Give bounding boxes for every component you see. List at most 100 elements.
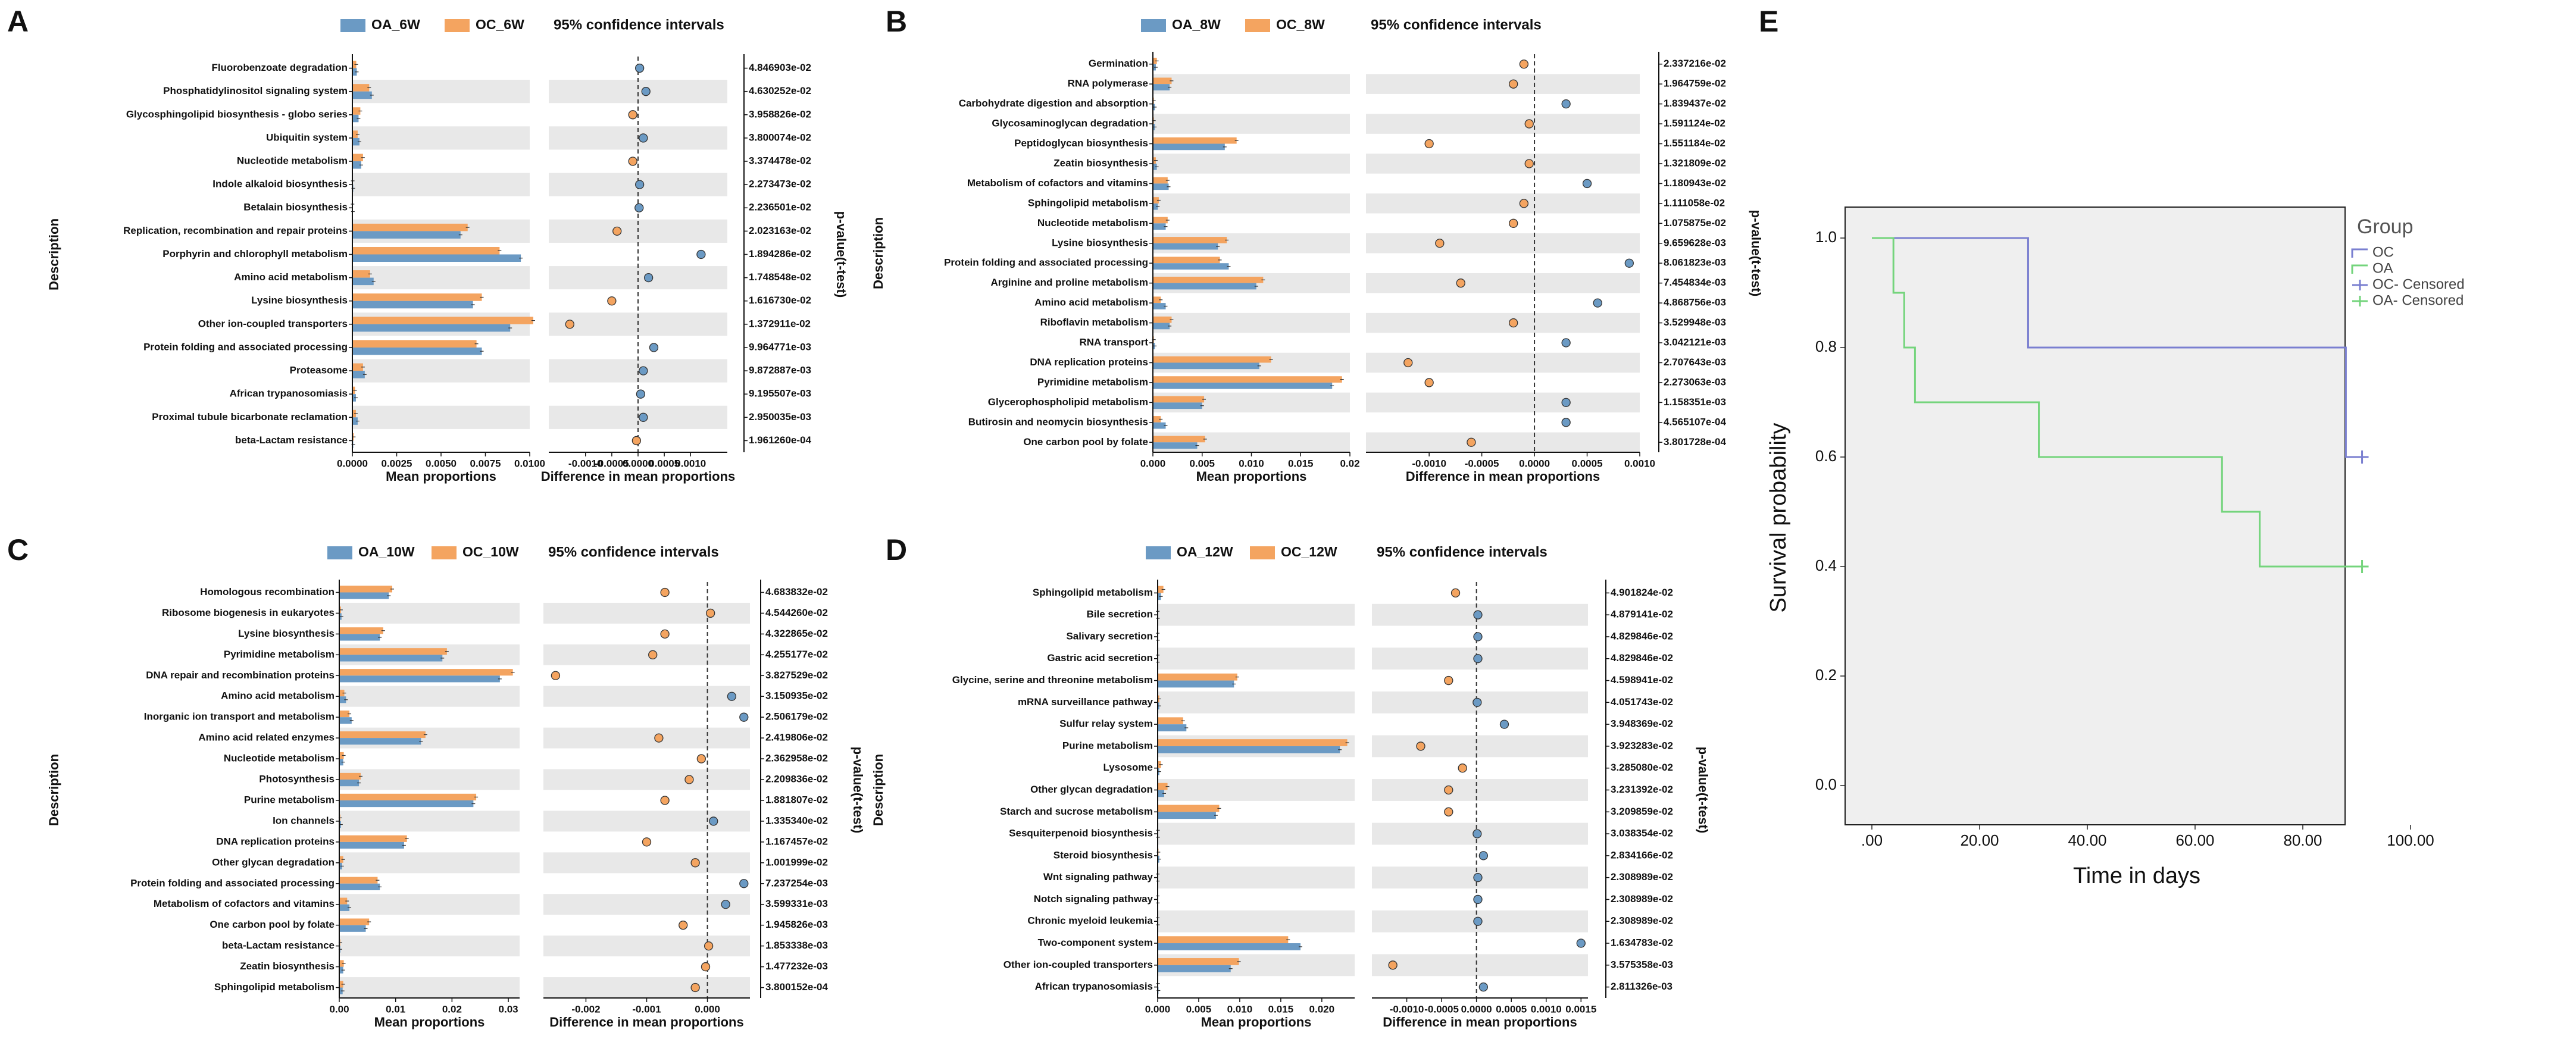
- bar-oc: [339, 856, 343, 863]
- p-value: 3.231392e-02: [1611, 784, 1673, 795]
- category-label: Pyrimidine metabolism: [224, 649, 334, 660]
- bar-oa: [339, 800, 474, 808]
- category-label: Metabolism of cofactors and vitamins: [967, 177, 1148, 189]
- diff-x-label: Difference in mean proportions: [549, 1015, 743, 1030]
- diff-point: [1444, 675, 1453, 686]
- p-value: 2.273473e-02: [749, 179, 811, 190]
- km-x-tick-label: 100.00: [2387, 831, 2434, 849]
- p-value: 4.829846e-02: [1611, 652, 1673, 664]
- p-value: 1.591124e-02: [1664, 118, 1725, 129]
- bar-oa: [1153, 243, 1218, 250]
- diff-point: [1576, 938, 1586, 948]
- bar-oa: [339, 841, 404, 849]
- bar-oc: [352, 84, 370, 92]
- category-label: Two-component system: [1038, 937, 1153, 949]
- p-value: 2.308989e-02: [1611, 871, 1673, 883]
- category-label: Protein folding and associated processin…: [143, 341, 348, 352]
- bar-oa: [1153, 402, 1202, 409]
- row-band-bar: [352, 405, 530, 429]
- bar-oc: [1153, 376, 1342, 383]
- bar-oa: [1158, 746, 1340, 753]
- bar-oa: [339, 738, 421, 745]
- category-label: Starch and sucrose metabolism: [1000, 806, 1153, 817]
- p-value: 2.707643e-03: [1664, 356, 1726, 368]
- p-value: 3.948369e-02: [1611, 718, 1673, 730]
- category-label: Glycosphingolipid biosynthesis - globo s…: [126, 108, 348, 120]
- row-band-bar: [1158, 779, 1355, 801]
- bar-oa: [1158, 965, 1231, 972]
- diff-point: [1561, 99, 1571, 109]
- km-x-tick-label: .00: [1861, 831, 1883, 849]
- diff-point: [727, 691, 737, 701]
- category-label: Ribosome biogenesis in eukaryotes: [162, 607, 334, 618]
- km-y-label: Survival probability: [1766, 423, 1791, 613]
- row-band-diff: [543, 977, 750, 998]
- category-label: beta-Lactam resistance: [222, 940, 334, 951]
- bar-x-tick-label: 0.020: [1309, 1003, 1335, 1015]
- panel-letter: C: [7, 533, 29, 567]
- diff-point: [1450, 588, 1461, 598]
- km-legend-label: OA: [2372, 260, 2393, 276]
- diff-point: [1403, 358, 1413, 368]
- km-y-tick-label: 1.0: [1815, 228, 1837, 246]
- p-value: 4.868756e-03: [1664, 297, 1726, 308]
- bar-oc: [352, 340, 477, 348]
- bar-oc: [1158, 805, 1220, 812]
- bar-oc: [339, 586, 393, 593]
- diff-point: [1473, 697, 1482, 707]
- diff-point: [643, 273, 654, 283]
- category-label: Indole alkaloid biosynthesis: [212, 179, 348, 190]
- row-band-bar: [339, 935, 520, 957]
- panel-b: B OA_8W OC_8W 95% confidence intervals Germi…: [871, 5, 1764, 484]
- category-label: DNA replication proteins: [1030, 356, 1148, 368]
- category-label: Other ion-coupled transporters: [1003, 959, 1153, 970]
- bar-oa: [1158, 724, 1187, 731]
- bar-x-tick-label: 0.0050: [426, 458, 457, 469]
- diff-point: [660, 629, 670, 639]
- diff-point: [634, 203, 644, 212]
- ci-title: 95% confidence intervals: [554, 17, 724, 33]
- diff-point: [704, 941, 714, 951]
- bar-oc: [352, 61, 357, 68]
- bar-oa: [339, 634, 380, 641]
- p-value: 1.477232e-03: [765, 960, 828, 972]
- legend-label-oa: OA_6W: [371, 17, 420, 32]
- p-value: 4.565107e-04: [1664, 416, 1726, 427]
- bar-oa: [1153, 422, 1166, 429]
- diff-point: [1509, 218, 1518, 228]
- diff-point: [1424, 378, 1434, 387]
- diff-point: [628, 110, 637, 120]
- bar-oc: [352, 270, 370, 278]
- row-band-bar: [339, 852, 520, 874]
- diff-point: [1519, 199, 1529, 208]
- category-label: Nucleotide metabolism: [1037, 217, 1148, 229]
- p-value: 3.209859e-02: [1611, 806, 1673, 817]
- category-label: Inorganic ion transport and metabolism: [144, 711, 334, 722]
- diff-x-tick-label: 0.0010: [675, 458, 706, 469]
- category-label: Sphingolipid metabolism: [1033, 587, 1153, 598]
- category-label: Glycosaminoglycan degradation: [992, 118, 1148, 129]
- row-band-diff: [543, 686, 750, 707]
- p-value: 1.372911e-02: [749, 318, 811, 329]
- diff-x-tick-label: 0.0005: [649, 458, 680, 469]
- row-band-diff: [543, 811, 750, 832]
- p-value: 1.964759e-02: [1664, 78, 1726, 89]
- diff-point: [642, 837, 652, 847]
- km-legend-title: Group: [2357, 215, 2414, 238]
- row-band-bar: [1153, 114, 1350, 134]
- diff-point: [1424, 139, 1434, 149]
- diff-x-tick-label: -0.0005: [1424, 1003, 1459, 1015]
- category-label: Notch signaling pathway: [1034, 893, 1153, 905]
- bar-x-tick-label: 0.000: [1145, 1003, 1171, 1015]
- km-y-tick-label: 0.8: [1815, 337, 1837, 355]
- bar-oc: [1153, 137, 1237, 144]
- p-value: 1.158351e-03: [1664, 396, 1726, 408]
- bar-x-tick-label: 0.0025: [382, 458, 412, 469]
- km-curve-oc: [1872, 237, 2362, 458]
- category-label: Chronic myeloid leukemia: [1027, 915, 1153, 927]
- row-band-bar: [352, 359, 530, 383]
- diff-point: [1524, 159, 1534, 168]
- bar-x-label: Mean proportions: [1196, 469, 1307, 484]
- category-label: Lysosome: [1103, 762, 1153, 773]
- bar-oc: [339, 960, 344, 967]
